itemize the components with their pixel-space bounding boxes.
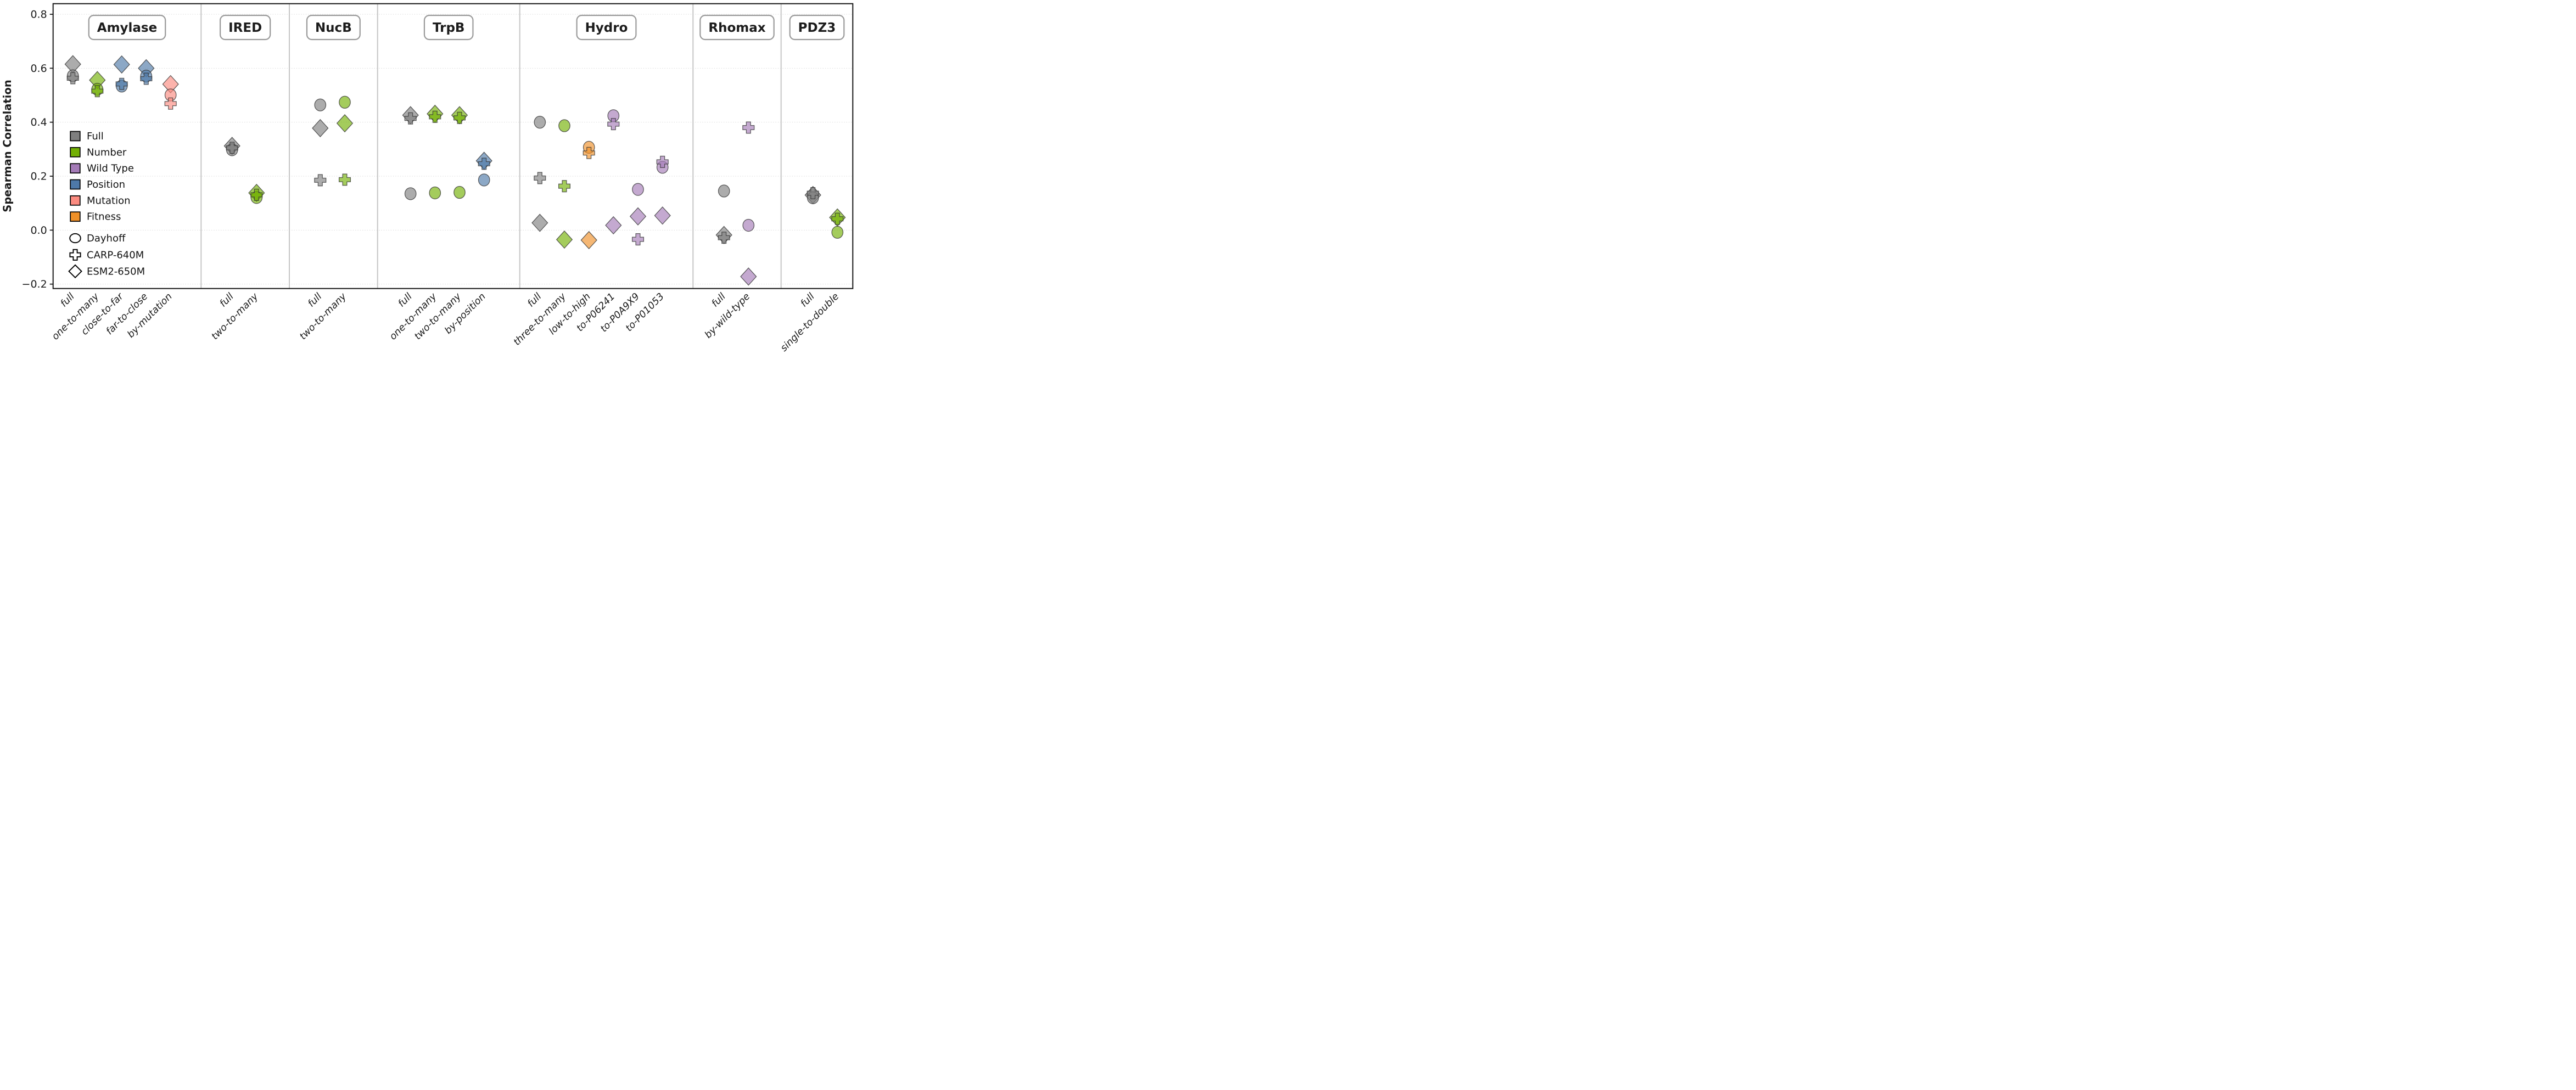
point-TrpB-by-position-Dayhoff-circle-marker <box>478 173 490 187</box>
legend-plus-icon <box>69 249 81 261</box>
point-PDZ3-full-CARP-640M-plus-marker <box>807 187 819 199</box>
point-TrpB-two-to-many-CARP-640M-plus-marker <box>453 111 466 124</box>
point-Amylase-one-to-many-CARP-640M-plus-marker <box>91 85 104 98</box>
point-Amylase-close-to-far-ESM2-650M-diamond-marker <box>113 55 130 74</box>
point-Hydro-to-P0A9X9-ESM2-650M-diamond-marker <box>629 207 647 226</box>
point-TrpB-one-to-many-CARP-640M-plus-marker <box>429 110 441 123</box>
point-IRED-full-CARP-640M-plus-marker <box>226 142 238 154</box>
legend-swatch-Fitness <box>70 211 81 222</box>
point-Hydro-to-P0A9X9-CARP-640M-plus-marker <box>631 233 645 246</box>
point-Hydro-to-P0A9X9-Dayhoff-circle-marker <box>632 183 644 196</box>
panel-title-box-IRED <box>220 14 271 41</box>
panel-title-Amylase: Amylase <box>97 21 157 35</box>
point-Hydro-to-P01053-CARP-640M-plus-marker <box>656 155 669 168</box>
point-TrpB-two-to-many-Dayhoff-circle-marker <box>453 186 466 199</box>
point-Hydro-low-to-high-CARP-640M-plus-marker <box>583 147 595 159</box>
panel-title-box-TrpB <box>423 14 474 41</box>
point-NucB-two-to-many-ESM2-650M-diamond-marker <box>336 114 354 133</box>
point-Hydro-three-to-many-ESM2-650M-diamond-marker <box>556 230 573 249</box>
point-IRED-two-to-many-CARP-640M-plus-marker <box>250 188 263 201</box>
y-tick-label-0.2: 0.2 <box>30 171 47 183</box>
panel-title-box-Hydro <box>576 14 637 41</box>
y-tick-label-0.8: 0.8 <box>30 8 47 20</box>
point-TrpB-full-Dayhoff-circle-marker <box>404 187 417 200</box>
panel-title-box-Amylase <box>88 14 166 41</box>
point-Rhomax-full-CARP-640M-plus-marker <box>718 232 730 244</box>
point-Hydro-to-P06241-CARP-640M-plus-marker <box>607 118 620 131</box>
point-Rhomax-by-wild-type-CARP-640M-plus-marker <box>742 121 755 134</box>
legend-diamond-icon <box>68 264 82 279</box>
legend-swatch-Wild Type <box>70 163 81 174</box>
legend-label-Full: Full <box>87 131 104 142</box>
legend-label-Mutation: Mutation <box>87 195 131 206</box>
y-tick-label-−0.2: −0.2 <box>22 278 47 290</box>
legend-label-Position: Position <box>87 179 125 190</box>
point-PDZ3-single-to-double-CARP-640M-plus-marker <box>831 212 844 225</box>
point-Rhomax-full-Dayhoff-circle-marker <box>718 184 730 198</box>
point-NucB-two-to-many-CARP-640M-plus-marker <box>338 173 351 186</box>
point-Rhomax-by-wild-type-ESM2-650M-diamond-marker <box>740 267 757 286</box>
point-Hydro-three-to-many-Dayhoff-circle-marker <box>558 119 570 132</box>
panel-title-box-Rhomax <box>699 14 775 41</box>
point-Rhomax-by-wild-type-Dayhoff-circle-marker <box>742 218 755 232</box>
panel-title-Rhomax: Rhomax <box>708 21 765 35</box>
point-Amylase-far-to-close-CARP-640M-plus-marker <box>140 72 153 85</box>
legend-swatch-Position <box>70 179 81 190</box>
point-Hydro-to-P06241-ESM2-650M-diamond-marker <box>605 216 622 235</box>
point-Hydro-full-CARP-640M-plus-marker <box>534 172 546 184</box>
panel-title-Hydro: Hydro <box>585 21 628 35</box>
legend-label-Wild Type: Wild Type <box>87 163 134 175</box>
legend-label-Number: Number <box>87 147 127 158</box>
panel-title-box-PDZ3 <box>789 14 845 41</box>
figure-background <box>0 0 859 363</box>
panel-title-box-NucB <box>306 14 361 41</box>
legend-swatch-Full <box>70 131 81 142</box>
point-NucB-two-to-many-Dayhoff-circle-marker <box>339 95 351 109</box>
legend-label-CARP-640M: CARP-640M <box>87 249 144 261</box>
legend-label-Fitness: Fitness <box>87 211 121 223</box>
legend-label-Dayhoff: Dayhoff <box>87 233 126 244</box>
point-TrpB-by-position-CARP-640M-plus-marker <box>478 158 490 170</box>
axes-spines <box>52 3 854 289</box>
panel-title-NucB: NucB <box>315 21 352 35</box>
legend-circle-icon <box>69 233 81 244</box>
point-NucB-full-Dayhoff-circle-marker <box>314 98 327 111</box>
point-PDZ3-single-to-double-Dayhoff-circle-marker <box>831 226 844 239</box>
panel-title-PDZ3: PDZ3 <box>798 21 836 35</box>
y-tick-label-0.0: 0.0 <box>30 224 47 237</box>
y-tick-label-0.6: 0.6 <box>30 63 47 75</box>
point-Amylase-close-to-far-CARP-640M-plus-marker <box>115 77 128 90</box>
legend-swatch-Number <box>70 147 81 158</box>
point-Hydro-to-P01053-ESM2-650M-diamond-marker <box>654 206 671 225</box>
y-axis-label: Spearman Correlation <box>1 80 14 212</box>
figure: 0.8 0.6 0.4 0.2 0.0 −0.2 Spearman Correlation f… <box>0 0 859 363</box>
point-Hydro-full-Dayhoff-circle-marker <box>534 116 546 129</box>
point-Amylase-full-CARP-640M-plus-marker <box>66 72 79 85</box>
point-TrpB-one-to-many-Dayhoff-circle-marker <box>429 186 441 200</box>
point-Amylase-by-mutation-CARP-640M-plus-marker <box>164 97 177 110</box>
point-TrpB-full-CARP-640M-plus-marker <box>404 112 417 125</box>
point-Hydro-full-ESM2-650M-diamond-marker <box>531 213 548 232</box>
point-NucB-full-CARP-640M-plus-marker <box>314 174 327 187</box>
point-Hydro-low-to-high-ESM2-650M-diamond-marker <box>580 231 597 250</box>
point-Hydro-three-to-many-CARP-640M-plus-marker <box>558 180 571 193</box>
legend-label-ESM2-650M: ESM2-650M <box>87 266 145 277</box>
point-NucB-full-ESM2-650M-diamond-marker <box>312 119 329 138</box>
y-tick-label-0.4: 0.4 <box>30 116 47 128</box>
panel-title-TrpB: TrpB <box>433 21 465 35</box>
legend-swatch-Mutation <box>70 195 81 206</box>
panel-title-IRED: IRED <box>228 21 262 35</box>
